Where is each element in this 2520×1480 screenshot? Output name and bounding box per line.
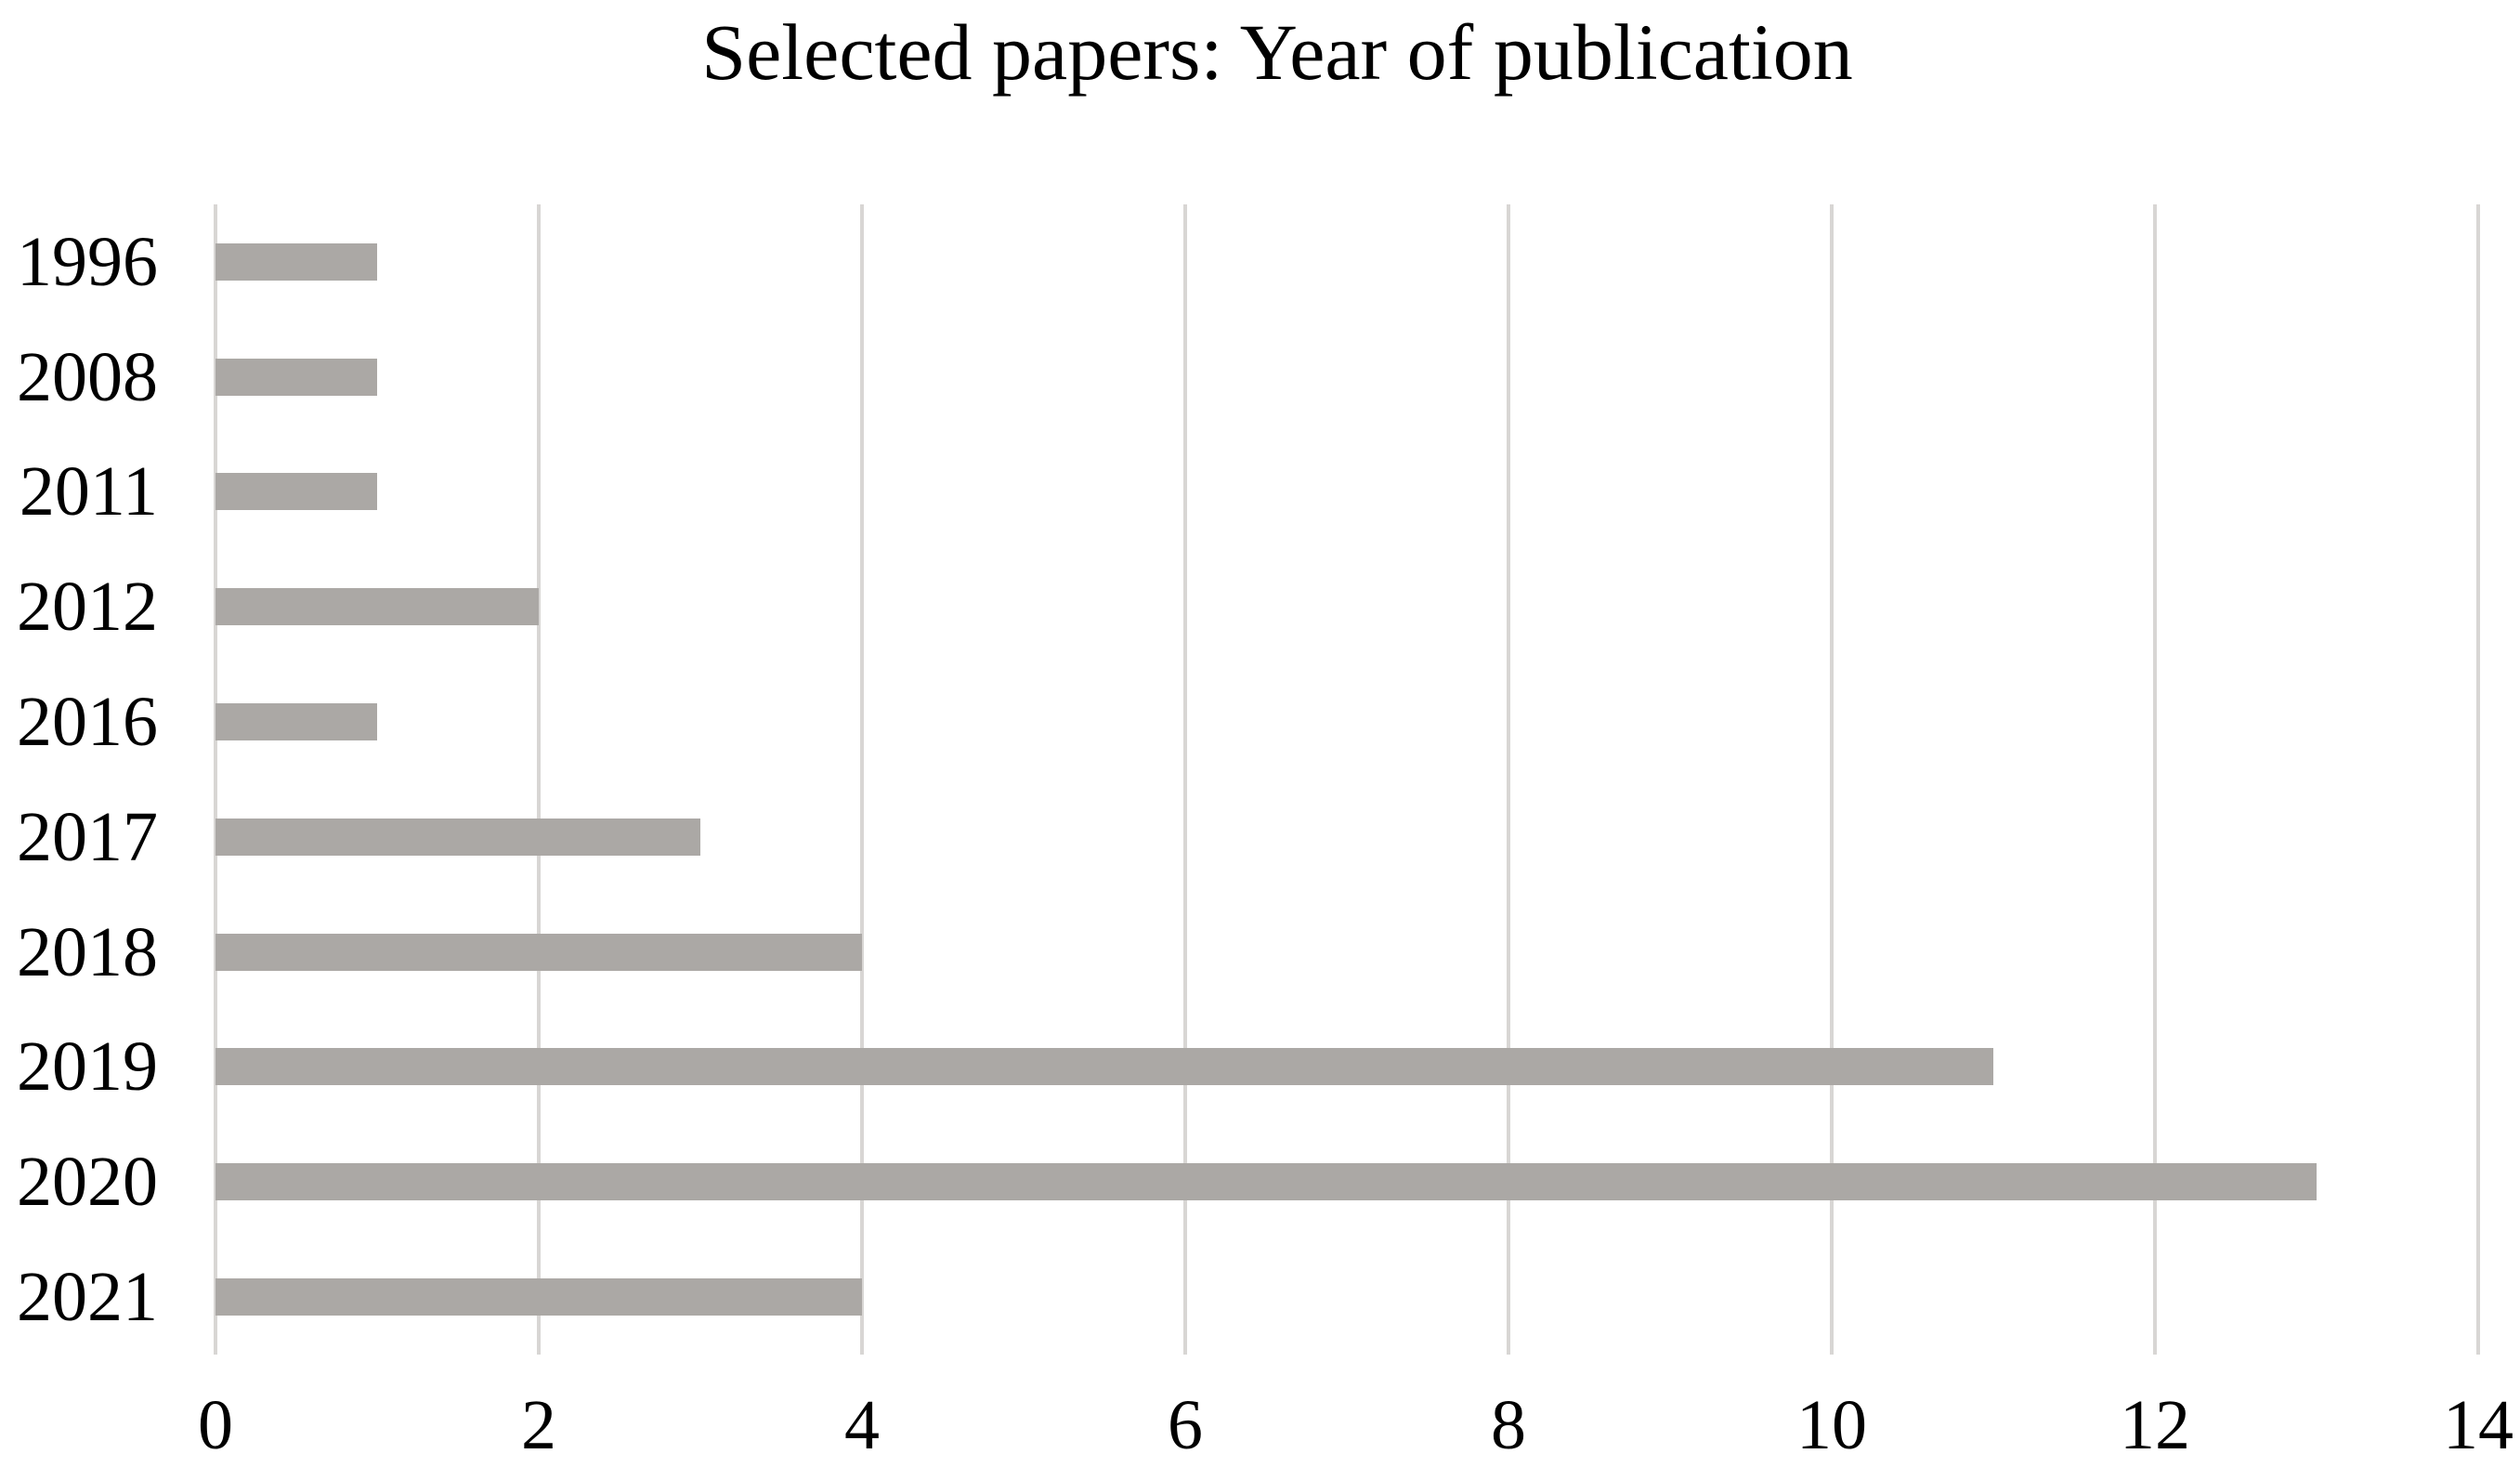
bar-2019 xyxy=(215,1048,1993,1086)
bar-2012 xyxy=(215,588,539,626)
y-label-2017: 2017 xyxy=(17,797,158,876)
x-label-6: 6 xyxy=(1168,1386,1203,1464)
bar-band-2012 xyxy=(215,549,2478,664)
x-label-4: 4 xyxy=(844,1386,880,1464)
y-label-2012: 2012 xyxy=(17,568,158,647)
bar-band-2019 xyxy=(215,1010,2478,1125)
gridline-x-2 xyxy=(537,204,541,1355)
x-label-8: 8 xyxy=(1491,1386,1526,1464)
bar-2008 xyxy=(215,358,377,396)
bar-band-2008 xyxy=(215,320,2478,435)
y-label-2018: 2018 xyxy=(17,912,158,991)
bar-1996 xyxy=(215,242,377,281)
x-label-2: 2 xyxy=(521,1386,556,1464)
chart-title: Selected papers: Year of publication xyxy=(701,7,1853,97)
gridline-x-0 xyxy=(214,204,217,1355)
y-label-1996: 1996 xyxy=(17,222,158,301)
bar-band-2016 xyxy=(215,664,2478,779)
y-label-2019: 2019 xyxy=(17,1028,158,1107)
bar-band-2017 xyxy=(215,779,2478,895)
bar-2020 xyxy=(215,1163,2317,1201)
x-label-14: 14 xyxy=(2443,1386,2513,1464)
bar-band-2011 xyxy=(215,435,2478,550)
bar-2018 xyxy=(215,933,862,971)
y-label-2008: 2008 xyxy=(17,337,158,416)
bar-band-1996 xyxy=(215,204,2478,320)
bar-2017 xyxy=(215,818,700,856)
bar-band-2021 xyxy=(215,1239,2478,1355)
gridline-x-10 xyxy=(1830,204,1834,1355)
x-label-10: 10 xyxy=(1796,1386,1867,1464)
plot-area xyxy=(214,204,2480,1355)
bar-2021 xyxy=(215,1278,862,1316)
gridline-x-14 xyxy=(2476,204,2480,1355)
y-label-2020: 2020 xyxy=(17,1143,158,1222)
gridline-x-6 xyxy=(1183,204,1187,1355)
bar-band-2020 xyxy=(215,1124,2478,1239)
bar-2011 xyxy=(215,473,377,511)
gridline-x-4 xyxy=(860,204,864,1355)
y-label-2021: 2021 xyxy=(17,1258,158,1337)
bar-2016 xyxy=(215,703,377,741)
gridline-x-12 xyxy=(2153,204,2157,1355)
bar-band-2018 xyxy=(215,895,2478,1010)
y-label-2016: 2016 xyxy=(17,683,158,762)
y-label-2011: 2011 xyxy=(19,452,158,531)
gridline-x-8 xyxy=(1507,204,1510,1355)
x-label-0: 0 xyxy=(198,1386,233,1464)
x-label-12: 12 xyxy=(2120,1386,2190,1464)
